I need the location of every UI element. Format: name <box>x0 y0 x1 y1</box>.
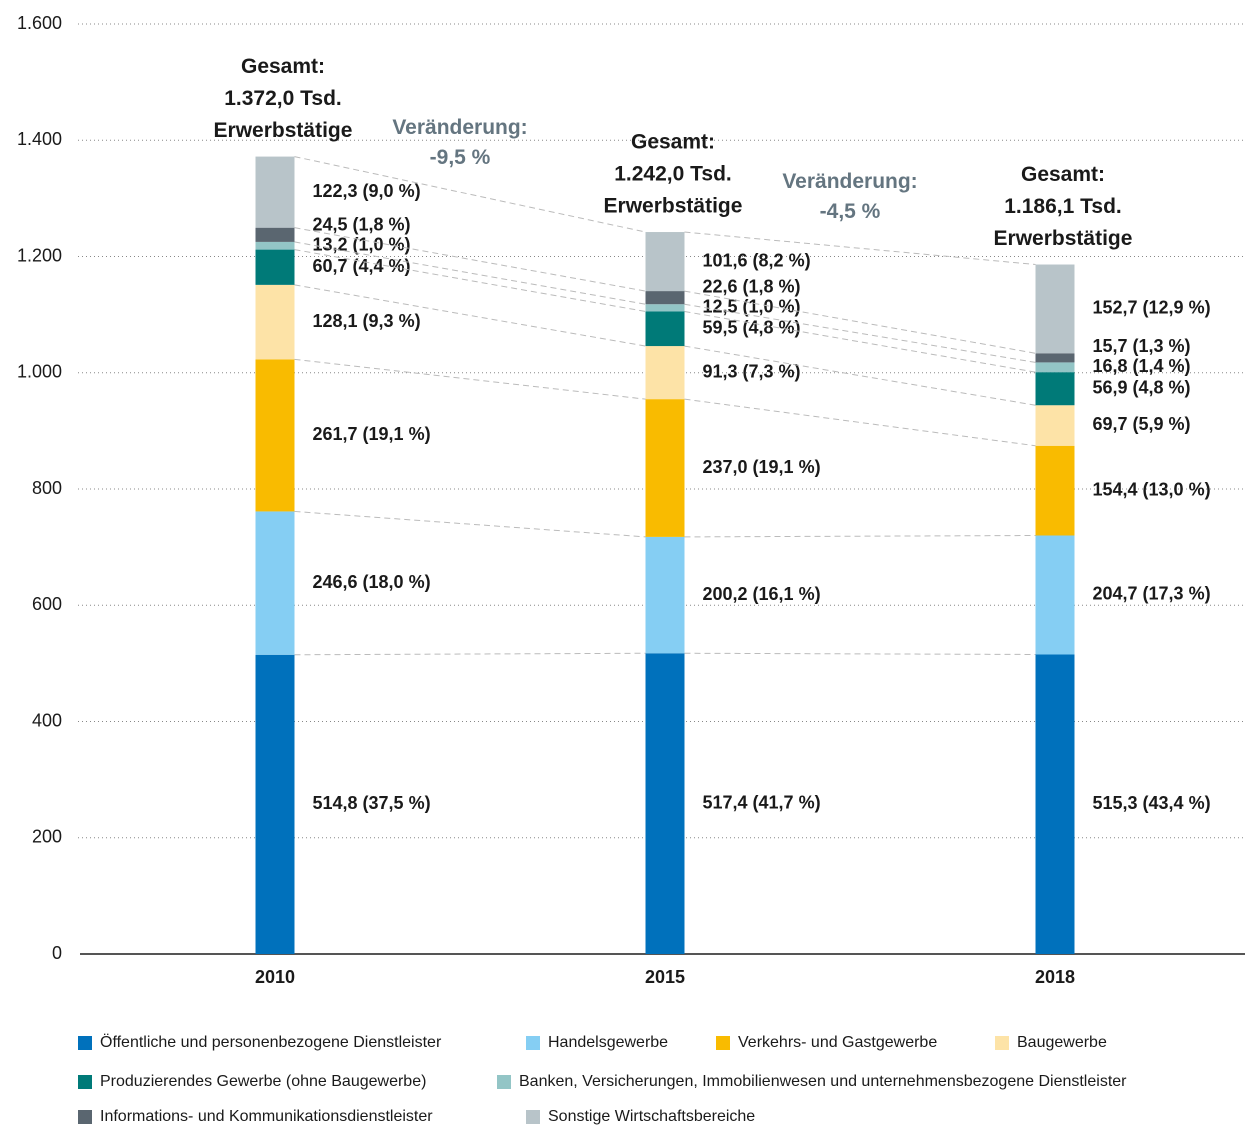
value-label: 152,7 (12,9 %) <box>1093 298 1211 318</box>
change-label: -9,5 % <box>430 146 491 169</box>
y-tick-label: 600 <box>32 594 62 614</box>
value-label: 515,3 (43,4 %) <box>1093 793 1211 813</box>
bar-segment <box>645 291 685 305</box>
value-label: 60,7 (4,4 %) <box>313 256 411 276</box>
connector <box>684 231 1036 266</box>
value-label: 15,7 (1,3 %) <box>1093 336 1191 356</box>
bar-segment <box>645 232 685 292</box>
legend-swatch <box>995 1036 1009 1050</box>
bar-segment <box>255 284 295 360</box>
connector <box>684 398 1036 447</box>
value-label: 200,2 (16,1 %) <box>703 584 821 604</box>
legend-label: Sonstige Wirtschaftsbereiche <box>548 1108 755 1125</box>
legend-swatch <box>526 1036 540 1050</box>
total-label: Erwerbstätige <box>604 195 743 218</box>
connector <box>294 358 646 400</box>
y-tick-label: 1.000 <box>17 362 62 382</box>
legend-swatch <box>716 1036 730 1050</box>
legend-label: Banken, Versicherungen, Immobilienwesen … <box>519 1073 1127 1090</box>
value-label: 246,6 (18,0 %) <box>313 572 431 592</box>
value-label: 56,9 (4,8 %) <box>1093 377 1191 397</box>
legend-swatch <box>78 1110 92 1124</box>
y-tick-label: 1.600 <box>17 13 62 33</box>
change-label: Veränderung: <box>392 116 527 139</box>
bar-segment <box>1035 362 1075 373</box>
legend-swatch <box>526 1110 540 1124</box>
connector <box>294 510 646 538</box>
value-label: 122,3 (9,0 %) <box>313 181 421 201</box>
y-tick-label: 800 <box>32 478 62 498</box>
total-label: Gesamt: <box>1021 163 1105 186</box>
bar-segment <box>255 227 295 242</box>
value-label: 59,5 (4,8 %) <box>703 318 801 338</box>
legend-label: Handelsgewerbe <box>548 1034 668 1051</box>
legend-swatch <box>497 1075 511 1089</box>
bar-segment <box>1035 535 1075 655</box>
value-label: 514,8 (37,5 %) <box>313 793 431 813</box>
legend-label: Öffentliche und personenbezogene Dienstl… <box>100 1033 442 1051</box>
legend-swatch <box>78 1036 92 1050</box>
value-label: 69,7 (5,9 %) <box>1093 414 1191 434</box>
bar-segment <box>255 654 295 954</box>
y-tick-label: 200 <box>32 827 62 847</box>
bar-segment <box>1035 445 1075 536</box>
bar-segment <box>645 536 685 654</box>
bar-segment <box>1035 264 1075 354</box>
connector <box>294 652 646 656</box>
connector <box>294 249 646 312</box>
change-label: -4,5 % <box>820 200 881 223</box>
bar-segment <box>1035 405 1075 446</box>
y-tick-label: 400 <box>32 710 62 730</box>
value-label: 16,8 (1,4 %) <box>1093 356 1191 376</box>
value-label: 12,5 (1,0 %) <box>703 297 801 317</box>
value-label: 154,4 (13,0 %) <box>1093 479 1211 499</box>
value-label: 261,7 (19,1 %) <box>313 424 431 444</box>
total-label: Erwerbstätige <box>214 119 353 142</box>
total-label: 1.186,1 Tsd. <box>1004 195 1122 218</box>
bar-segment <box>645 399 685 537</box>
x-tick-label: 2015 <box>645 967 685 987</box>
legend-label: Verkehrs- und Gastgewerbe <box>738 1034 937 1051</box>
legend-label: Informations- und Kommunikationsdienstle… <box>100 1108 433 1125</box>
total-label: Gesamt: <box>631 131 715 154</box>
value-label: 128,1 (9,3 %) <box>313 311 421 331</box>
bar-segment <box>255 511 295 655</box>
value-label: 204,7 (17,3 %) <box>1093 584 1211 604</box>
total-label: 1.372,0 Tsd. <box>224 87 342 110</box>
value-label: 24,5 (1,8 %) <box>313 214 411 234</box>
connector <box>684 652 1036 655</box>
value-label: 517,4 (41,7 %) <box>703 792 821 812</box>
total-label: Erwerbstätige <box>994 227 1133 250</box>
bar-segment <box>255 241 295 250</box>
connector <box>684 535 1036 538</box>
bar-segment <box>255 156 295 228</box>
y-tick-label: 1.400 <box>17 129 62 149</box>
bar-segment <box>645 304 685 312</box>
y-tick-label: 0 <box>52 943 62 963</box>
legend-label: Baugewerbe <box>1017 1034 1107 1051</box>
bar-segment <box>1035 654 1075 954</box>
value-label: 13,2 (1,0 %) <box>313 234 411 254</box>
bar-segment <box>255 249 295 285</box>
legend-swatch <box>78 1075 92 1089</box>
bar-segment <box>645 346 685 400</box>
y-tick-label: 1.200 <box>17 245 62 265</box>
value-label: 22,6 (1,8 %) <box>703 277 801 297</box>
total-label: 1.242,0 Tsd. <box>614 163 732 186</box>
total-label: Gesamt: <box>241 55 325 78</box>
change-label: Veränderung: <box>782 170 917 193</box>
bar-segment <box>645 311 685 347</box>
bar-segment <box>1035 372 1075 406</box>
x-tick-label: 2010 <box>255 967 295 987</box>
value-label: 91,3 (7,3 %) <box>703 361 801 381</box>
bar-segment <box>255 359 295 512</box>
bar-segment <box>1035 353 1075 363</box>
legend-label: Produzierendes Gewerbe (ohne Baugewerbe) <box>100 1073 426 1090</box>
value-label: 237,0 (19,1 %) <box>703 457 821 477</box>
x-tick-label: 2018 <box>1035 967 1075 987</box>
bar-segment <box>645 653 685 954</box>
value-label: 101,6 (8,2 %) <box>703 250 811 270</box>
